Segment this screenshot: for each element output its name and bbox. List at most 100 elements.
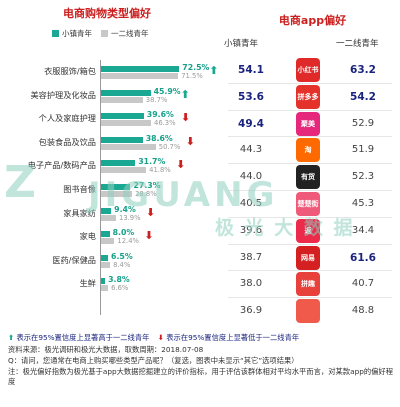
category-label: 电子产品/数码产品	[27, 160, 96, 171]
town-score: 38.7	[239, 251, 263, 263]
legend-label-town: 小镇青年	[62, 29, 92, 38]
category-label: 美容护理及化妆品	[30, 89, 96, 100]
category-label: 个人及家庭护理	[38, 113, 96, 124]
footer-legend: ⬆ 表示在95%置信度上显著高于一二线青年 ⬇ 表示在95%置信度上显著低于一二…	[8, 333, 396, 343]
up-arrow-icon: ⬆	[180, 87, 190, 101]
footer-question: Q：请问，您通常在电商上购买哪些类型产品呢？（复选，图表中未显示“其它”选项结果…	[8, 356, 299, 365]
value-town: 38.6%	[145, 133, 173, 143]
row-divider	[228, 190, 392, 191]
up-arrow-icon: ⬆	[8, 333, 15, 342]
app-icon: 小红书	[296, 58, 320, 82]
value-city: 12.4%	[117, 237, 139, 246]
city-score: 34.4	[351, 224, 375, 236]
value-town: 6.5%	[111, 251, 133, 261]
bar-town	[101, 89, 151, 96]
col-header-town: 小镇青年	[224, 39, 259, 49]
bar-town	[101, 184, 131, 190]
town-score: 36.9	[239, 305, 263, 317]
value-city: 46.3%	[154, 119, 176, 128]
town-score: 40.5	[239, 198, 263, 209]
city-score: 54.2	[350, 90, 376, 103]
city-score: 63.2	[350, 64, 376, 76]
bar-town	[101, 207, 112, 214]
value-town: 9.4%	[114, 204, 136, 214]
value-city: 71.5%	[181, 72, 203, 80]
row-divider	[228, 136, 392, 138]
bar-city	[101, 191, 133, 197]
city-score: 52.3	[351, 171, 375, 183]
value-city: 41.8%	[149, 166, 171, 175]
value-town: 45.9%	[153, 86, 181, 96]
down-arrow-icon: ⬇	[157, 333, 164, 342]
app-icon	[296, 299, 320, 324]
bar-city	[101, 96, 143, 103]
value-town: 3.8%	[108, 275, 130, 285]
city-score: 48.8	[351, 305, 375, 317]
city-score: 45.3	[351, 198, 375, 209]
city-score: 40.7	[351, 278, 375, 290]
app-icon: 网易	[296, 245, 320, 270]
bar-city	[101, 143, 156, 150]
town-score: 49.4	[238, 117, 264, 130]
app-icon: 拼多多	[296, 84, 320, 109]
left-panel-title: 电商购物类型偏好	[63, 7, 151, 20]
bar-city	[101, 238, 115, 245]
category-label: 衣服服饰/箱包	[44, 66, 96, 76]
value-city: 28.8%	[135, 190, 157, 198]
bar-city	[101, 120, 151, 127]
city-score: 51.9	[351, 144, 375, 156]
value-city: 13.9%	[119, 213, 141, 222]
category-label: 图书音像	[63, 184, 96, 194]
bar-town	[101, 254, 109, 261]
town-score: 53.6	[238, 90, 264, 103]
row-divider	[228, 243, 392, 245]
app-icon: 有货	[296, 165, 320, 190]
bar-town	[101, 278, 106, 285]
city-score: 52.9	[351, 117, 375, 129]
up-note: 表示在95%置信度上显著高于一二线青年	[16, 333, 150, 342]
category-label: 生鲜	[79, 278, 96, 289]
down-arrow-icon: ⬇	[144, 229, 154, 243]
watermark-cn: 极 光 大 数 据	[215, 217, 355, 239]
app-icon: 聚美	[296, 111, 320, 136]
value-town: 31.7%	[138, 157, 166, 167]
category-label: 医药/保健品	[52, 254, 96, 265]
value-town: 27.3%	[133, 181, 161, 190]
row-divider	[228, 297, 392, 299]
legend-label-city: 一二线青年	[111, 29, 149, 38]
value-town: 72.5%	[182, 63, 210, 72]
bar-town	[101, 231, 110, 238]
category-label: 家具家纺	[63, 207, 96, 218]
town-score: 39.6	[239, 224, 263, 236]
category-label: 包装食品及饮品	[38, 136, 96, 147]
value-town: 39.6%	[146, 110, 174, 120]
down-note: 表示在95%置信度上显著低于一二线青年	[166, 333, 300, 342]
town-score: 44.3	[239, 144, 263, 156]
down-arrow-icon: ⬇	[181, 111, 191, 125]
down-arrow-icon: ⬇	[176, 158, 186, 172]
value-city: 6.6%	[111, 284, 129, 293]
value-city: 8.4%	[113, 260, 131, 269]
app-icon: 拼趣	[296, 272, 320, 297]
footer-source: 资料来源：极光调研和极光大数据，取数周期：2018.07-08	[8, 345, 204, 354]
bar-city	[101, 73, 179, 79]
down-arrow-icon: ⬇	[185, 134, 195, 148]
app-icon: 返	[296, 218, 320, 243]
row-divider	[228, 109, 392, 111]
category-label: 家电	[79, 231, 96, 242]
bar-town	[101, 136, 143, 143]
town-score: 38.0	[239, 278, 263, 290]
y-axis-line	[100, 60, 101, 315]
footer-note: 注：极光偏好指数为极光基于app大数据挖掘建立的评价指标，用于评估该群体相对平均…	[8, 367, 394, 386]
row-divider	[228, 216, 392, 218]
legend-swatch-town	[52, 30, 59, 37]
town-score: 44.0	[239, 171, 263, 183]
up-arrow-icon: ⬆	[209, 64, 219, 77]
app-icon: 楚楚街	[296, 192, 320, 216]
city-score: 61.6	[350, 251, 376, 264]
right-panel-title: 电商app偏好	[278, 14, 347, 27]
col-header-city: 一二线青年	[336, 39, 379, 49]
value-city: 38.7%	[145, 95, 168, 104]
value-city: 50.7%	[158, 142, 181, 151]
watermark-logo-z: Z	[4, 157, 39, 208]
